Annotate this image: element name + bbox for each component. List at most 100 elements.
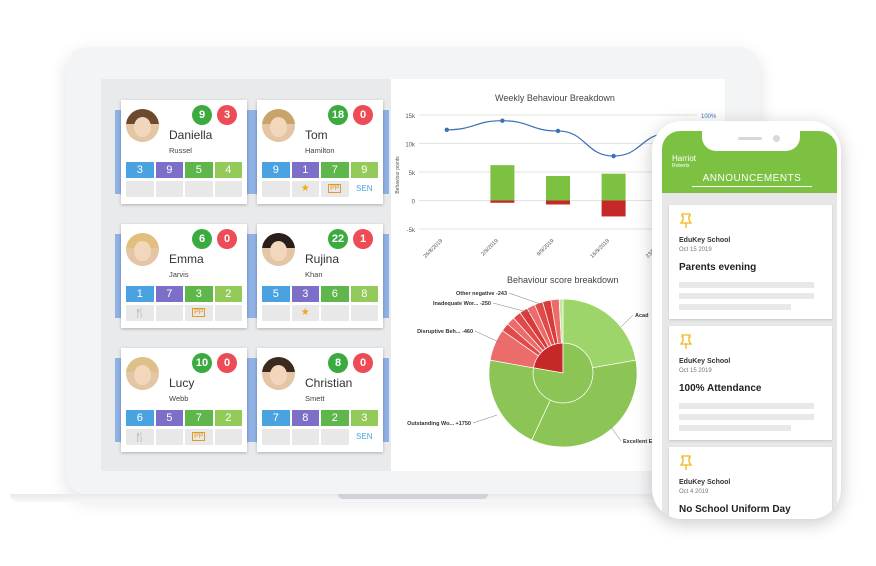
stat-box: 2 <box>214 410 242 426</box>
stat-box: 7 <box>155 286 183 302</box>
announcement-source: EduKey School <box>679 479 731 486</box>
empty-icon-slot <box>291 429 319 445</box>
text-placeholder-line <box>679 293 814 299</box>
phone-frame: Harriot Roberts ANNOUNCEMENTS EduKey Scho… <box>652 121 841 519</box>
empty-icon-slot <box>321 305 349 321</box>
pie-label: Excellent E <box>623 439 653 445</box>
negative-points-badge: 0 <box>353 105 373 125</box>
bar <box>601 173 626 201</box>
cutlery-icon: 🍴 <box>126 429 154 445</box>
icon-row: ★ PP SEN <box>262 181 378 197</box>
trend-line <box>446 120 670 157</box>
student-last-name: Webb <box>169 394 189 403</box>
negative-points-badge: 0 <box>217 353 237 373</box>
announcement-feed: EduKey School Oct 15 2019 Parents evening E… <box>662 193 837 519</box>
stat-box: 8 <box>291 410 319 426</box>
student-card[interactable]: 18 0 Tom Hamilton 9 1 7 9 ★ PP SEN <box>251 100 389 204</box>
text-placeholder-line <box>679 282 814 288</box>
stat-box: 9 <box>262 162 290 178</box>
empty-icon-slot <box>214 429 242 445</box>
pupil-premium-icon: PP <box>185 429 213 445</box>
student-last-name: Russel <box>169 146 192 155</box>
pie-label: Acad <box>635 313 648 319</box>
empty-icon-slot <box>155 305 183 321</box>
pie-label: Outstanding Wo... +1750 <box>407 421 471 427</box>
excellent-slice <box>531 359 638 448</box>
pie-label: Disruptive Beh... -460 <box>417 329 473 335</box>
empty-icon-slot <box>185 181 213 197</box>
student-grid: 9 3 Daniella Russel 3 9 5 4 18 0 Tom Hamilton 9 1 7 9 ★ P… <box>101 79 391 471</box>
laptop-base <box>0 494 876 510</box>
laptop-screen: 9 3 Daniella Russel 3 9 5 4 18 0 Tom Hamilton 9 1 7 9 ★ P… <box>101 79 725 471</box>
announcement-card[interactable]: EduKey School Oct 15 2019 Parents evening <box>669 205 832 319</box>
positive-points-badge: 22 <box>328 229 348 249</box>
student-card[interactable]: 6 0 Emma Jarvis 1 7 3 2 🍴 PP <box>115 224 253 328</box>
student-card[interactable]: 22 1 Rujina Khan 5 3 6 8 ★ <box>251 224 389 328</box>
student-card[interactable]: 9 3 Daniella Russel 3 9 5 4 <box>115 100 253 204</box>
student-first-name: Rujina <box>305 252 340 266</box>
student-first-name: Christian <box>305 376 353 390</box>
stat-box: 8 <box>350 286 378 302</box>
stat-box: 2 <box>321 410 349 426</box>
right-axis-label: 100% <box>701 114 717 120</box>
empty-icon-slot <box>262 305 290 321</box>
avatar <box>262 357 295 390</box>
announcement-date: Oct 15 2019 <box>679 368 712 374</box>
y-tick-label: 5k <box>409 171 416 177</box>
academic-slice <box>562 298 637 369</box>
pie-label: Other negative -243 <box>456 291 507 297</box>
trend-point <box>500 118 505 123</box>
student-last-name: Jarvis <box>169 270 189 279</box>
pin-icon <box>679 213 693 228</box>
positive-points-badge: 18 <box>328 105 348 125</box>
empty-icon-slot <box>321 429 349 445</box>
announcement-title: Parents evening <box>679 262 757 273</box>
y-tick-label: 0 <box>412 200 416 206</box>
announcement-card[interactable]: EduKey School Oct 4 2019 No School Uniform… <box>669 447 832 519</box>
bar <box>546 200 570 205</box>
empty-icon-slot <box>126 181 154 197</box>
stat-box: 7 <box>321 162 349 178</box>
pin-icon <box>679 455 693 470</box>
weekly-chart-title: Weekly Behaviour Breakdown <box>495 93 615 103</box>
positive-points-badge: 9 <box>192 105 212 125</box>
pupil-premium-icon: PP <box>185 305 213 321</box>
student-card[interactable]: 10 0 Lucy Webb 6 5 7 2 🍴 PP <box>115 348 253 452</box>
avatar <box>126 357 159 390</box>
pie-leader-line <box>492 302 532 314</box>
stat-box: 3 <box>350 410 378 426</box>
pin-icon <box>679 334 693 349</box>
text-placeholder-line <box>679 425 791 431</box>
stat-box: 9 <box>155 162 183 178</box>
pie-leader-line <box>610 426 622 442</box>
announcement-source: EduKey School <box>679 237 731 244</box>
x-tick-label: 9/9/2019 <box>536 238 555 257</box>
outstanding-slice <box>488 359 551 441</box>
text-placeholder-line <box>679 304 791 310</box>
tab-announcements[interactable]: ANNOUNCEMENTS <box>692 173 812 187</box>
cutlery-icon: 🍴 <box>126 305 154 321</box>
student-first-name: Tom <box>305 128 328 142</box>
announcement-date: Oct 15 2019 <box>679 247 712 253</box>
y-tick-label: -5k <box>407 228 416 234</box>
stat-box: 5 <box>155 410 183 426</box>
phone-notch <box>702 131 800 151</box>
stat-box: 3 <box>126 162 154 178</box>
x-tick-label: 2/9/2019 <box>480 238 499 257</box>
small-slice <box>558 298 564 344</box>
stat-box: 5 <box>185 162 213 178</box>
icon-row: 🍴 PP <box>126 305 242 321</box>
empty-icon-slot <box>262 181 290 197</box>
y-tick-label: 15k <box>405 114 416 120</box>
sen-label: SEN <box>350 429 378 445</box>
announcement-card[interactable]: EduKey School Oct 15 2019 100% Attendance <box>669 326 832 440</box>
student-card[interactable]: 8 0 Christian Smett 7 8 2 3 SEN <box>251 348 389 452</box>
pie-leader-line <box>620 314 634 328</box>
pie-label: Inadequate Wor... -250 <box>433 301 491 307</box>
bar <box>601 200 626 217</box>
star-icon: ★ <box>291 305 319 321</box>
icon-row: SEN <box>262 429 378 445</box>
empty-icon-slot <box>350 305 378 321</box>
